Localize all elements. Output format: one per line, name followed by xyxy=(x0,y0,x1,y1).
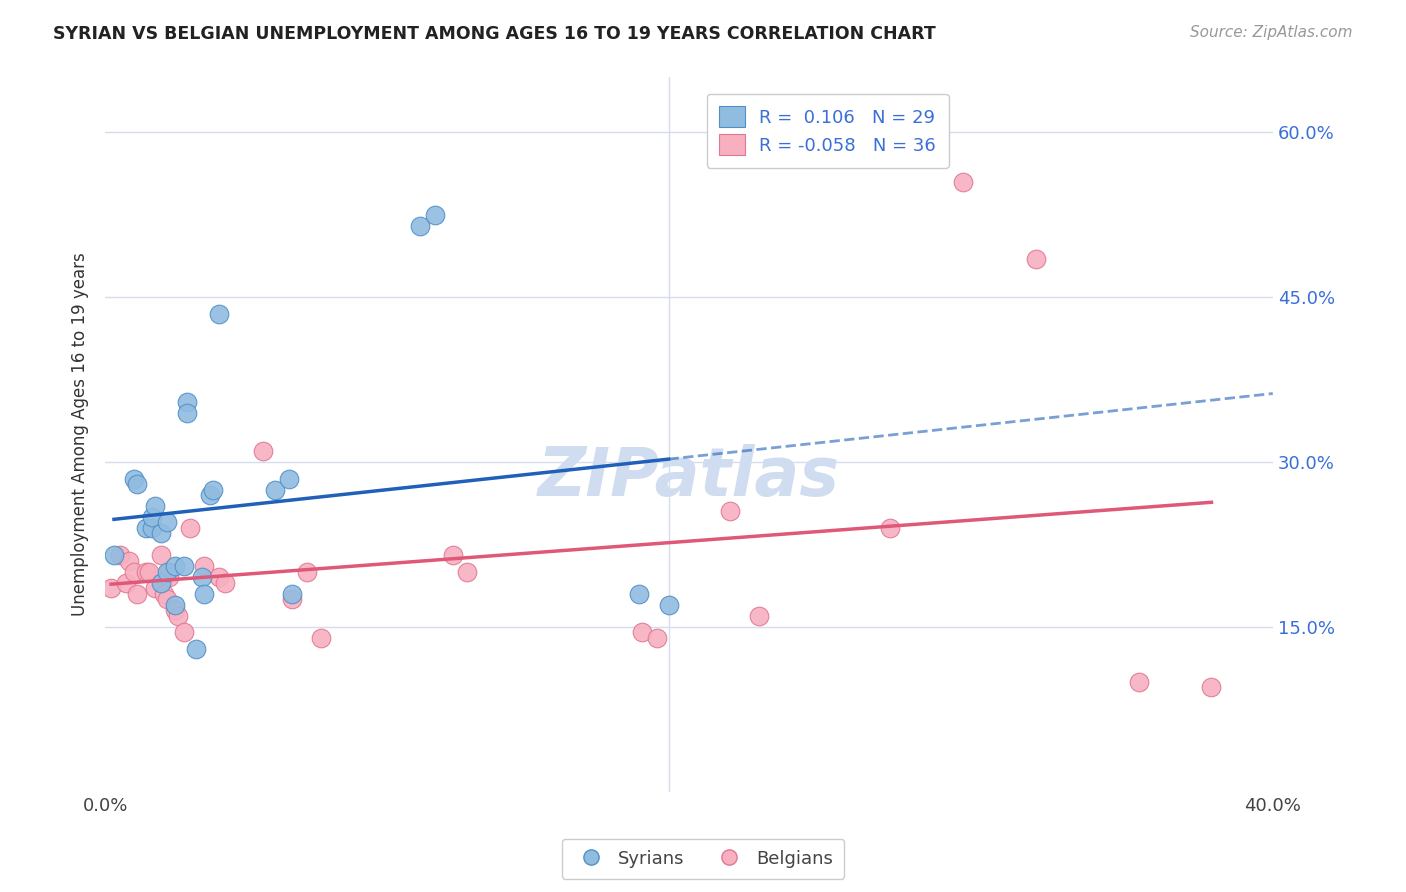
Point xyxy=(127,587,149,601)
Point xyxy=(149,526,172,541)
Point xyxy=(645,631,668,645)
Point xyxy=(135,565,157,579)
Point xyxy=(176,406,198,420)
Point xyxy=(1025,252,1047,266)
Point xyxy=(190,570,212,584)
Point xyxy=(141,510,163,524)
Point xyxy=(143,499,166,513)
Point xyxy=(263,483,285,497)
Text: SYRIAN VS BELGIAN UNEMPLOYMENT AMONG AGES 16 TO 19 YEARS CORRELATION CHART: SYRIAN VS BELGIAN UNEMPLOYMENT AMONG AGE… xyxy=(53,25,936,43)
Point xyxy=(658,598,681,612)
Point xyxy=(159,570,181,584)
Point xyxy=(176,394,198,409)
Point xyxy=(1201,681,1223,695)
Point xyxy=(409,219,432,233)
Point xyxy=(155,565,177,579)
Point xyxy=(165,598,187,612)
Point xyxy=(127,477,149,491)
Point xyxy=(173,625,195,640)
Point xyxy=(108,549,131,563)
Point xyxy=(165,603,187,617)
Point xyxy=(173,559,195,574)
Point xyxy=(155,516,177,530)
Point xyxy=(114,575,136,590)
Point xyxy=(155,592,177,607)
Point xyxy=(149,549,172,563)
Point xyxy=(631,625,654,640)
Point xyxy=(100,582,122,596)
Point xyxy=(184,641,207,656)
Point xyxy=(441,549,464,563)
Point xyxy=(143,582,166,596)
Point xyxy=(167,608,190,623)
Point xyxy=(138,565,160,579)
Point xyxy=(193,587,215,601)
Point xyxy=(295,565,318,579)
Point xyxy=(165,559,187,574)
Point xyxy=(141,521,163,535)
Point xyxy=(124,565,146,579)
Text: Source: ZipAtlas.com: Source: ZipAtlas.com xyxy=(1189,25,1353,40)
Point xyxy=(117,554,139,568)
Point xyxy=(200,488,222,502)
Point xyxy=(202,483,225,497)
Point xyxy=(159,565,181,579)
Point xyxy=(281,587,304,601)
Point xyxy=(179,521,201,535)
Point xyxy=(879,521,901,535)
Point xyxy=(456,565,478,579)
Point xyxy=(423,208,446,222)
Point xyxy=(718,504,741,518)
Point xyxy=(748,608,770,623)
Y-axis label: Unemployment Among Ages 16 to 19 years: Unemployment Among Ages 16 to 19 years xyxy=(72,252,89,616)
Point xyxy=(278,471,301,485)
Point xyxy=(124,471,146,485)
Point xyxy=(193,559,215,574)
Point xyxy=(214,575,236,590)
Point xyxy=(309,631,332,645)
Point xyxy=(1128,674,1150,689)
Point xyxy=(252,444,274,458)
Point xyxy=(952,175,974,189)
Legend: R =  0.106   N = 29, R = -0.058   N = 36: R = 0.106 N = 29, R = -0.058 N = 36 xyxy=(707,94,949,168)
Text: ZIPatlas: ZIPatlas xyxy=(538,444,839,510)
Point xyxy=(152,587,174,601)
Point xyxy=(149,575,172,590)
Point xyxy=(208,307,231,321)
Point xyxy=(281,592,304,607)
Point xyxy=(103,549,125,563)
Point xyxy=(208,570,231,584)
Point xyxy=(628,587,651,601)
Point xyxy=(135,521,157,535)
Legend: Syrians, Belgians: Syrians, Belgians xyxy=(562,838,844,879)
